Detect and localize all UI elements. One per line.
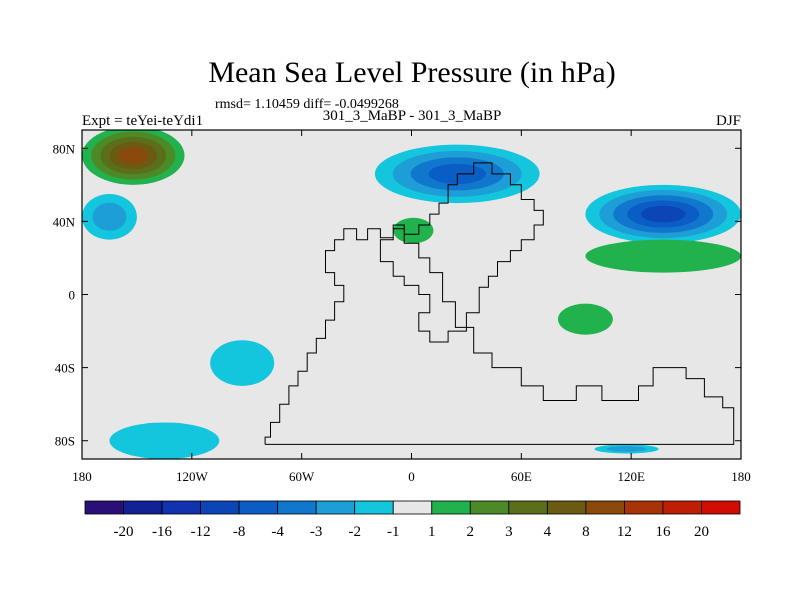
colorbar-label: 2 [467, 524, 475, 540]
colorbar-label: -1 [387, 524, 400, 540]
region-east-asia-north-pacific-high-band [585, 239, 741, 273]
region-southern-ocean-low [109, 422, 220, 459]
colorbar-box [354, 500, 394, 515]
colorbar-box [585, 500, 625, 515]
y-tick-label: 80S [55, 434, 75, 449]
colorbar-label: -4 [271, 524, 284, 540]
region-north-pacific-high [82, 130, 185, 185]
colorbar-box [662, 500, 702, 515]
x-tick-label: 120E [617, 469, 645, 484]
pressure-anomaly-field [82, 130, 741, 459]
contour-atlantic-low-west-m2 [92, 202, 127, 231]
region-indian-ocean-high [557, 303, 613, 335]
colorbar-box [161, 500, 201, 515]
colorbar-label: 1 [428, 524, 436, 540]
contour-north-pacific-high-8 [118, 147, 148, 164]
x-tick-label: 180 [72, 469, 92, 484]
contour-mediterranean-high-1 [393, 217, 434, 244]
y-tick-label: 40N [53, 214, 76, 229]
region-antarctic-low-spots [594, 444, 659, 454]
season-label: DJF [716, 113, 741, 129]
region-north-pacific-east-asia-low [585, 184, 741, 244]
comparison-label: 301_3_MaBP - 301_3_MaBP [323, 108, 502, 124]
contour-indian-ocean-high-1 [557, 303, 613, 335]
colorbar-label: -8 [233, 524, 246, 540]
colorbar-box [392, 500, 433, 515]
colorbar-label: -2 [348, 524, 361, 540]
chart-title: Mean Sea Level Pressure (in hPa) [208, 56, 615, 89]
y-tick-label: 0 [69, 288, 76, 303]
colorbar-box [123, 500, 163, 515]
colorbar-label: 8 [582, 524, 590, 540]
colorbar-box [431, 500, 471, 515]
x-tick-label: 0 [408, 469, 415, 484]
colorbar-label: -16 [152, 524, 172, 540]
region-mediterranean-high [393, 217, 434, 244]
colorbar-box [624, 500, 664, 515]
colorbar-box [200, 500, 240, 515]
colorbar-label: 12 [617, 524, 632, 540]
colorbar-label: -12 [191, 524, 211, 540]
colorbar-label: -20 [114, 524, 134, 540]
colorbar-box [508, 500, 548, 515]
colorbar-box [277, 500, 317, 515]
x-tick-label: 60E [511, 469, 532, 484]
contour-north-pacific-east-asia-low-m8 [640, 205, 686, 223]
x-axis: 180 120W 60W 0 60E 120E 180 [72, 130, 751, 484]
contour-southern-ocean-low-m1 [109, 422, 220, 459]
contour-antarctic-low-spots-m2 [606, 446, 647, 452]
colorbar-label: 3 [505, 524, 513, 540]
contour-south-pacific-low-m1 [210, 340, 275, 386]
colorbar-box [315, 500, 356, 515]
x-tick-label: 180 [731, 469, 751, 484]
map-panel: 180 120W 60W 0 60E 120E 180 80N 40N 0 40S 80S [53, 129, 751, 484]
y-tick-label: 40S [55, 361, 75, 376]
colorbar-box [546, 500, 587, 515]
x-tick-label: 120W [176, 469, 209, 484]
y-tick-label: 80N [53, 141, 76, 156]
colorbar-box [701, 500, 741, 515]
colorbar-label: 16 [655, 524, 671, 540]
stats-line: rmsd= 1.10459 diff= -0.0499268 [215, 97, 399, 112]
colorbar: -20 -16 -12 -8 -4 -3 -2 -1 1 2 3 4 8 12 16 20 [84, 500, 741, 540]
colorbar-label: 20 [694, 524, 709, 540]
colorbar-label: -3 [310, 524, 323, 540]
experiment-label: Expt = teYei-teYdi1 [82, 113, 203, 129]
region-atlantic-low-west [82, 193, 137, 240]
colorbar-box [84, 500, 124, 515]
y-axis: 80N 40N 0 40S 80S [53, 141, 741, 449]
colorbar-label: 4 [544, 524, 552, 540]
colorbar-box [469, 500, 510, 515]
coastline [264, 162, 735, 445]
colorbar-box [238, 500, 279, 515]
x-tick-label: 60W [289, 469, 315, 484]
contour-east-asia-north-pacific-high-band-1 [585, 239, 741, 273]
region-south-pacific-low [210, 340, 275, 386]
